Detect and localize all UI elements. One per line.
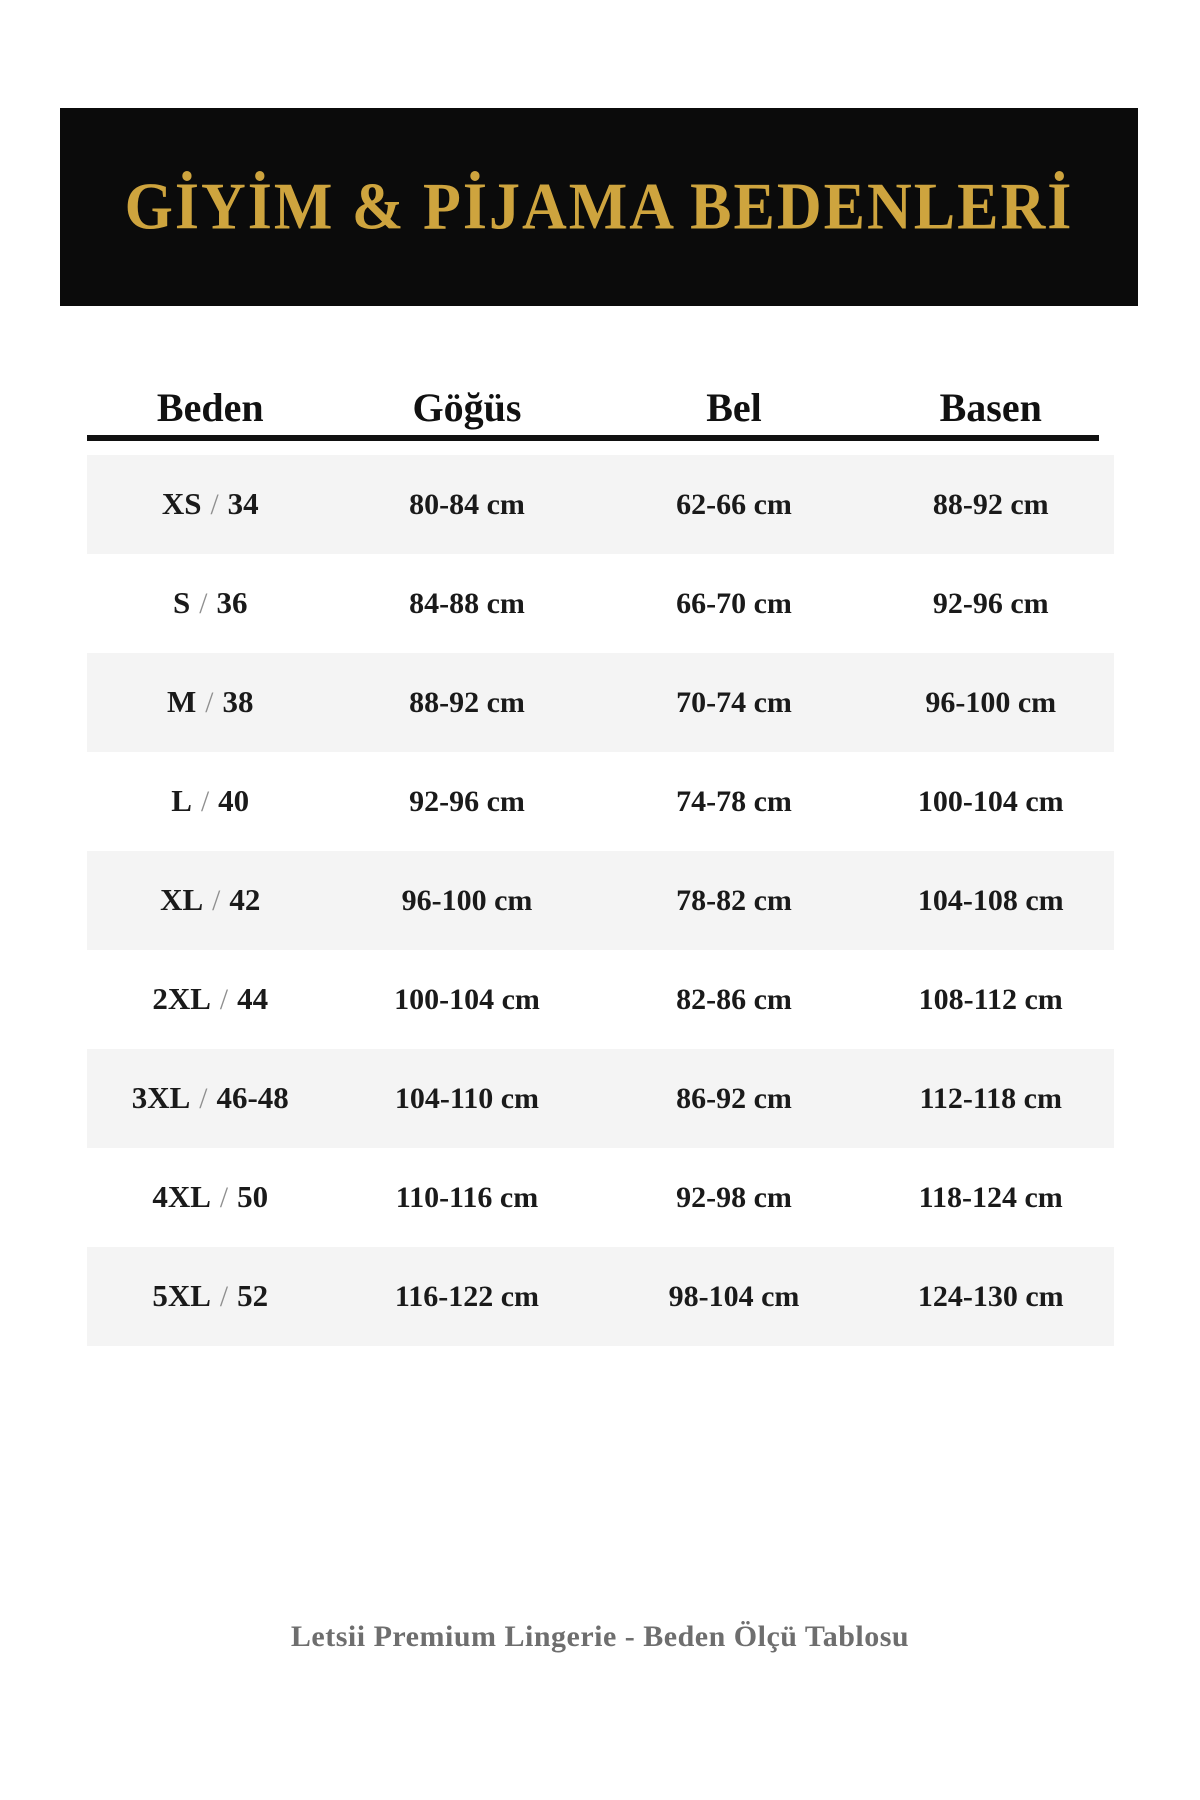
size-separator: /: [219, 1281, 229, 1314]
hips-cell: 96-100 cm: [925, 685, 1057, 719]
chest-cell: 104-110 cm: [394, 1081, 540, 1115]
table-row: M/38 88-92 cm 70-74 cm 96-100 cm: [87, 653, 1114, 752]
table-body: XS/34 80-84 cm 62-66 cm 88-92 cm S/36 84…: [87, 455, 1114, 1346]
size-label: 4XL: [152, 1179, 211, 1215]
table-row: 2XL/44 100-104 cm 82-86 cm 108-112 cm: [87, 950, 1114, 1049]
table-row: S/36 84-88 cm 66-70 cm 92-96 cm: [87, 554, 1114, 653]
hips-cell: 124-130 cm: [917, 1279, 1064, 1313]
header-waist: Bel: [706, 385, 762, 430]
chest-cell: 116-122 cm: [394, 1279, 540, 1313]
hips-cell: 92-96 cm: [932, 586, 1049, 620]
size-cell: 3XL/46-48: [87, 1082, 333, 1114]
size-cell: XS/34: [87, 488, 333, 520]
header-size: Beden: [156, 385, 264, 430]
size-label: XL: [160, 882, 204, 918]
hips-cell: 100-104 cm: [917, 784, 1064, 818]
size-separator: /: [200, 786, 210, 819]
waist-cell: 78-82 cm: [676, 883, 792, 917]
table-row: 4XL/50 110-116 cm 92-98 cm 118-124 cm: [87, 1148, 1114, 1247]
size-label: 3XL: [131, 1080, 191, 1116]
chest-cell: 110-116 cm: [395, 1180, 539, 1214]
header-hips: Basen: [939, 385, 1042, 430]
hips-cell: 108-112 cm: [918, 982, 1063, 1016]
size-label: 2XL: [152, 981, 211, 1017]
size-label: S: [173, 585, 191, 621]
table-header-row: Beden Göğüs Bel Basen: [87, 378, 1114, 432]
waist-cell: 86-92 cm: [676, 1081, 792, 1115]
size-alt-label: 36: [216, 585, 248, 621]
size-cell: 2XL/44: [87, 983, 333, 1015]
size-label: L: [171, 783, 192, 819]
size-alt-label: 52: [237, 1278, 269, 1314]
waist-cell: 92-98 cm: [676, 1180, 792, 1214]
size-separator: /: [210, 489, 219, 522]
chest-cell: 88-92 cm: [409, 685, 525, 719]
size-label: M: [167, 684, 197, 720]
waist-cell: 98-104 cm: [668, 1279, 800, 1313]
page-title: GİYİM & PİJAMA BEDENLERİ: [124, 169, 1074, 244]
hips-cell: 88-92 cm: [932, 487, 1049, 521]
size-alt-label: 44: [237, 981, 269, 1017]
header-chest: Göğüs: [412, 385, 522, 430]
hips-cell: 118-124 cm: [918, 1180, 1063, 1214]
size-alt-label: 34: [227, 486, 259, 522]
table-row: 3XL/46-48 104-110 cm 86-92 cm 112-118 cm: [87, 1049, 1114, 1148]
table-row: L/40 92-96 cm 74-78 cm 100-104 cm: [87, 752, 1114, 851]
size-cell: L/40: [87, 785, 333, 817]
waist-cell: 82-86 cm: [676, 982, 792, 1016]
size-cell: M/38: [87, 686, 333, 718]
size-separator: /: [205, 687, 214, 720]
chest-cell: 100-104 cm: [394, 982, 540, 1016]
size-alt-label: 40: [218, 783, 250, 819]
size-alt-label: 42: [229, 882, 261, 918]
size-alt-label: 46-48: [216, 1080, 289, 1116]
table-row: XS/34 80-84 cm 62-66 cm 88-92 cm: [87, 455, 1114, 554]
table-row: XL/42 96-100 cm 78-82 cm 104-108 cm: [87, 851, 1114, 950]
size-cell: 5XL/52: [87, 1280, 333, 1312]
size-separator: /: [219, 1182, 229, 1215]
header-divider: [87, 435, 1099, 441]
footer-caption: Letsii Premium Lingerie - Beden Ölçü Tab…: [290, 1620, 910, 1653]
size-cell: XL/42: [87, 884, 333, 916]
size-table: Beden Göğüs Bel Basen XS/34 80-84 cm 62-…: [87, 378, 1114, 1346]
chest-cell: 92-96 cm: [409, 784, 525, 818]
waist-cell: 74-78 cm: [676, 784, 792, 818]
size-cell: 4XL/50: [87, 1181, 333, 1213]
title-banner: GİYİM & PİJAMA BEDENLERİ: [60, 108, 1138, 306]
size-separator: /: [212, 885, 221, 918]
chest-cell: 80-84 cm: [409, 487, 525, 521]
size-separator: /: [199, 588, 208, 621]
table-row: 5XL/52 116-122 cm 98-104 cm 124-130 cm: [87, 1247, 1114, 1346]
size-label: XS: [161, 486, 202, 522]
size-cell: S/36: [87, 587, 333, 619]
size-separator: /: [219, 984, 229, 1017]
size-label: 5XL: [152, 1278, 211, 1314]
chest-cell: 84-88 cm: [409, 586, 525, 620]
size-alt-label: 38: [222, 684, 254, 720]
size-alt-label: 50: [237, 1179, 269, 1215]
waist-cell: 62-66 cm: [676, 487, 792, 521]
waist-cell: 66-70 cm: [676, 586, 792, 620]
hips-cell: 112-118 cm: [919, 1081, 1062, 1115]
chest-cell: 96-100 cm: [401, 883, 533, 917]
size-separator: /: [199, 1083, 208, 1116]
waist-cell: 70-74 cm: [676, 685, 792, 719]
hips-cell: 104-108 cm: [917, 883, 1064, 917]
